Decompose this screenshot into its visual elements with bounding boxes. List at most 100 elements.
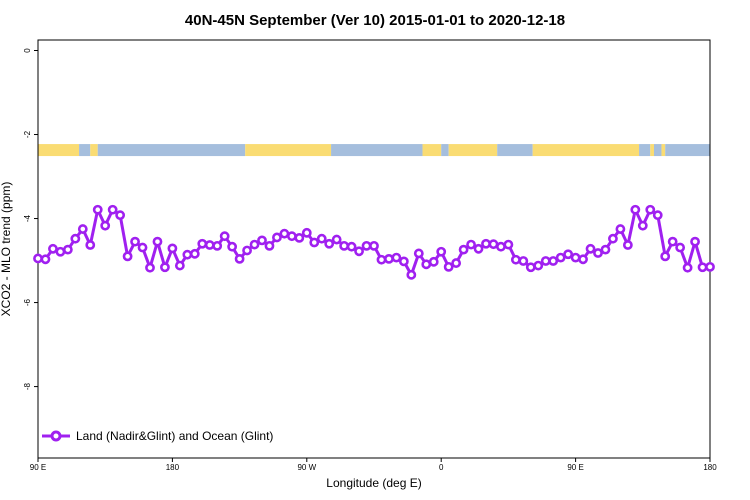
data-point: [62, 244, 73, 255]
data-point: [249, 239, 260, 250]
chart-title: 40N-45N September (Ver 10) 2015-01-01 to…: [185, 12, 565, 29]
data-point: [294, 232, 305, 243]
data-point: [391, 252, 402, 263]
plot-frame: [37, 39, 711, 459]
data-point: [466, 239, 476, 250]
data-point: [242, 245, 252, 256]
data-point: [48, 243, 58, 254]
y-tick-label: -6: [23, 298, 32, 306]
data-point: [354, 246, 364, 257]
data-point: [630, 204, 641, 215]
data-point: [301, 227, 312, 238]
surface-strip-segment-land-4: [245, 144, 332, 157]
data-point: [152, 236, 163, 247]
data-point: [496, 241, 506, 252]
data-point: [55, 246, 66, 257]
data-point: [637, 220, 648, 231]
data-point: [473, 243, 484, 254]
data-point: [227, 241, 238, 252]
data-point: [234, 253, 245, 264]
data-point: [279, 228, 290, 239]
data-point: [585, 243, 596, 254]
data-point: [533, 260, 544, 271]
data-point: [384, 253, 394, 264]
data-point: [145, 262, 155, 273]
x-tick-label: 90 E: [567, 463, 583, 472]
data-point: [690, 236, 700, 247]
data-point: [451, 258, 462, 268]
legend-marker: [50, 430, 62, 442]
data-point: [645, 204, 656, 215]
data-point: [510, 254, 521, 265]
surface-strip-segment-land-10: [532, 144, 640, 157]
x-tick-label: 90 W: [297, 463, 316, 472]
data-point: [421, 259, 432, 270]
data-point: [555, 252, 566, 263]
surface-strip-segment-ocean-7: [441, 144, 449, 157]
data-point: [331, 234, 342, 245]
data-point: [122, 251, 133, 262]
data-point: [40, 254, 51, 265]
x-tick-label: 90 E: [30, 463, 46, 472]
data-point: [443, 261, 454, 272]
data-point: [286, 231, 297, 242]
data-point: [160, 262, 170, 273]
data-point: [548, 256, 559, 266]
data-point: [369, 240, 379, 251]
surface-strip-segment-land-8: [448, 144, 498, 157]
data-point: [376, 254, 387, 265]
data-point: [600, 244, 611, 255]
surface-strip-segment-land-12: [650, 144, 654, 157]
data-point: [578, 254, 588, 265]
data-point: [675, 242, 686, 253]
data-point: [458, 244, 469, 255]
data-point: [346, 241, 357, 252]
data-point: [316, 233, 327, 244]
data-point: [324, 238, 335, 249]
data-point: [219, 231, 230, 242]
data-point: [488, 239, 499, 250]
surface-strip-segment-ocean-3: [97, 144, 246, 157]
data-point: [361, 240, 372, 251]
data-point: [413, 248, 424, 259]
data-point: [667, 236, 678, 247]
data-point: [174, 260, 185, 271]
data-point: [660, 251, 671, 262]
data-point: [264, 240, 275, 251]
data-point: [257, 235, 267, 246]
data-point: [593, 248, 603, 258]
data-point: [570, 252, 581, 263]
surface-strip-segment-ocean-11: [639, 144, 651, 157]
x-axis-ticks: 90 E 180 90 W 0 90 E 180: [30, 458, 717, 472]
data-point: [182, 249, 193, 260]
data-point: [525, 262, 536, 273]
data-point: [85, 240, 96, 250]
data-point: [137, 242, 148, 253]
data-point: [212, 240, 223, 251]
data-point: [189, 248, 200, 259]
surface-strip-segment-land-2: [90, 144, 98, 157]
data-point: [77, 224, 88, 234]
data-point: [309, 237, 320, 248]
legend-entry-label: Land (Nadir&Glint) and Ocean (Glint): [76, 429, 273, 443]
data-point: [92, 204, 103, 215]
y-tick-label: -2: [23, 130, 32, 138]
x-tick-label: 180: [703, 463, 717, 472]
data-point: [339, 240, 350, 251]
data-point: [272, 232, 282, 243]
data-point: [615, 224, 626, 234]
x-axis-label: Longitude (deg E): [326, 476, 421, 490]
data-point: [115, 210, 126, 221]
surface-strip-segment-ocean-15: [665, 144, 710, 157]
data-point: [204, 240, 215, 250]
legend: Land (Nadir&Glint) and Ocean (Glint): [42, 429, 273, 443]
x-tick-label: 0: [439, 463, 444, 472]
data-point: [70, 233, 81, 244]
y-axis-ticks: 0 -2 -4 -6 -8: [23, 48, 38, 390]
surface-strip-segment-ocean-9: [497, 144, 533, 157]
y-tick-label: -4: [23, 214, 32, 222]
data-point: [436, 246, 447, 257]
y-tick-label: 0: [23, 48, 32, 53]
data-point: [682, 262, 693, 273]
surface-strip-segment-land-6: [422, 144, 442, 157]
